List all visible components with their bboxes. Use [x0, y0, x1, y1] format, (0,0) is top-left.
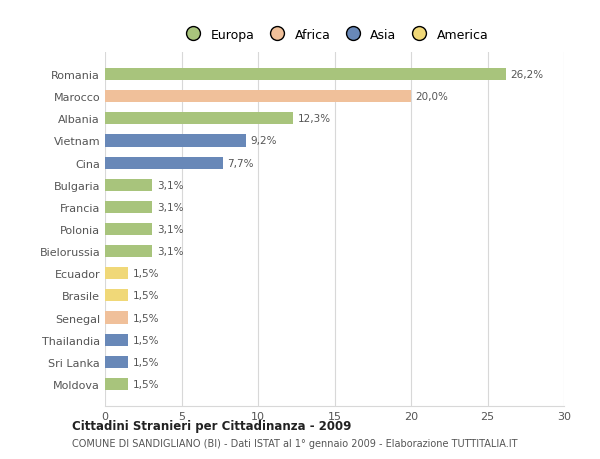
- Text: 1,5%: 1,5%: [133, 291, 159, 301]
- Bar: [105, 290, 128, 302]
- Text: 9,2%: 9,2%: [250, 136, 277, 146]
- Text: 1,5%: 1,5%: [133, 335, 159, 345]
- Text: 26,2%: 26,2%: [511, 70, 544, 80]
- Text: 3,1%: 3,1%: [157, 180, 184, 190]
- Text: 20,0%: 20,0%: [416, 92, 448, 102]
- Text: Cittadini Stranieri per Cittadinanza - 2009: Cittadini Stranieri per Cittadinanza - 2…: [72, 419, 352, 432]
- Bar: [105, 179, 152, 191]
- Legend: Europa, Africa, Asia, America: Europa, Africa, Asia, America: [176, 24, 493, 47]
- Text: 1,5%: 1,5%: [133, 379, 159, 389]
- Bar: [105, 202, 152, 213]
- Bar: [105, 135, 246, 147]
- Bar: [105, 91, 411, 103]
- Text: 1,5%: 1,5%: [133, 357, 159, 367]
- Bar: [105, 378, 128, 390]
- Bar: [105, 334, 128, 346]
- Bar: [105, 69, 506, 81]
- Bar: [105, 113, 293, 125]
- Text: 7,7%: 7,7%: [227, 158, 254, 168]
- Bar: [105, 268, 128, 280]
- Text: 1,5%: 1,5%: [133, 269, 159, 279]
- Text: 1,5%: 1,5%: [133, 313, 159, 323]
- Bar: [105, 224, 152, 235]
- Text: COMUNE DI SANDIGLIANO (BI) - Dati ISTAT al 1° gennaio 2009 - Elaborazione TUTTIT: COMUNE DI SANDIGLIANO (BI) - Dati ISTAT …: [72, 438, 517, 448]
- Bar: [105, 312, 128, 324]
- Bar: [105, 246, 152, 257]
- Text: 3,1%: 3,1%: [157, 246, 184, 257]
- Bar: [105, 157, 223, 169]
- Text: 3,1%: 3,1%: [157, 202, 184, 213]
- Bar: [105, 356, 128, 368]
- Text: 12,3%: 12,3%: [298, 114, 331, 124]
- Text: 3,1%: 3,1%: [157, 224, 184, 235]
